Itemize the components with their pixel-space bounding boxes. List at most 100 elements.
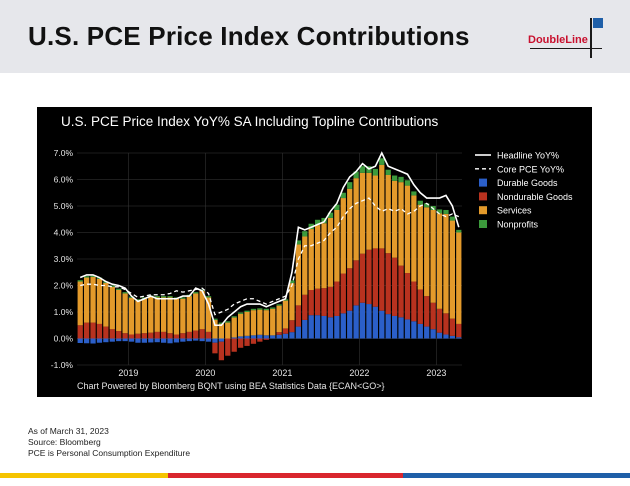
bar-services <box>154 297 160 332</box>
bar-nonprofits <box>353 171 359 179</box>
bar-durable-goods <box>359 302 366 339</box>
bar-services <box>218 323 224 339</box>
line-headline-yoy <box>79 151 460 327</box>
bar-nonprofits <box>257 308 263 310</box>
bar-durable-goods <box>263 335 269 339</box>
bar-nonprofits <box>289 280 295 284</box>
doubleline-logo: DoubleLine <box>528 18 604 60</box>
bar-durable-goods <box>334 315 340 339</box>
bar-nondurable-goods <box>77 325 83 339</box>
bar-services <box>116 290 122 332</box>
bar-nondurable-goods <box>436 308 443 333</box>
bar-services <box>173 298 180 335</box>
y-tick-label: 3.0% <box>54 254 74 264</box>
bar-nondurable-goods <box>96 323 103 339</box>
bar-durable-goods <box>231 337 237 339</box>
bar-durable-goods <box>186 338 192 342</box>
bar-nondurable-goods <box>116 331 122 339</box>
brand-stripe <box>0 473 630 478</box>
stripe-yellow <box>0 473 168 478</box>
bar-durable-goods <box>135 338 141 343</box>
bar-nondurable-goods <box>148 332 154 339</box>
stripe-red <box>168 473 403 478</box>
bar-nonprofits <box>417 200 423 205</box>
bar-durable-goods <box>289 332 295 339</box>
bar-services <box>109 286 115 330</box>
bar-nondurable-goods <box>417 289 423 324</box>
x-tick-label: 2022 <box>349 368 369 378</box>
bar-durable-goods <box>96 338 103 343</box>
bar-services <box>90 277 96 323</box>
bar-durable-goods <box>308 315 314 339</box>
bar-nondurable-goods <box>154 331 160 339</box>
bar-nondurable-goods <box>359 253 366 303</box>
bar-nonprofits <box>122 292 128 294</box>
bar-services <box>282 300 289 329</box>
bar-services <box>237 313 244 337</box>
bar-nondurable-goods <box>205 331 212 339</box>
legend-label-services: Services <box>497 206 532 216</box>
footnote-source: Source: Bloomberg <box>28 437 101 447</box>
bar-durable-goods <box>424 326 430 339</box>
y-tick-label: 0.0% <box>54 334 74 344</box>
bar-nondurable-goods <box>302 294 308 320</box>
bar-nondurable-goods <box>289 320 295 333</box>
legend-label-nondurable-goods: Nondurable Goods <box>497 192 573 202</box>
bar-durable-goods <box>103 338 109 343</box>
bar-durable-goods <box>116 338 122 342</box>
bar-services <box>186 296 192 332</box>
page-title: U.S. PCE Price Index Contributions <box>28 21 470 51</box>
bar-durable-goods <box>83 338 90 344</box>
bar-nondurable-goods <box>456 323 462 338</box>
bar-nondurable-goods <box>398 265 404 318</box>
bar-nonprofits <box>359 166 366 173</box>
bar-services <box>456 232 462 324</box>
bar-nonprofits <box>404 180 411 186</box>
bar-services <box>135 300 141 334</box>
bar-durable-goods <box>340 313 346 339</box>
y-tick-label: 7.0% <box>54 148 74 158</box>
legend-label-headline-yoy-: Headline YoY% <box>497 151 559 161</box>
y-tick-label: 1.0% <box>54 307 74 317</box>
bar-services <box>424 207 430 297</box>
bar-durable-goods <box>173 338 180 343</box>
bar-nondurable-goods <box>160 331 167 339</box>
bar-durable-goods <box>160 338 167 343</box>
bar-nondurable-goods <box>263 338 269 340</box>
bar-nonprofits <box>160 296 167 298</box>
bar-nonprofits <box>385 169 391 175</box>
bar-nondurable-goods <box>83 322 90 339</box>
bar-services <box>96 278 103 324</box>
bar-nondurable-goods <box>180 333 186 339</box>
bar-services <box>103 282 109 327</box>
bar-nondurable-goods <box>295 305 301 327</box>
bar-services <box>83 277 90 323</box>
bar-durable-goods <box>148 338 154 343</box>
logo-horizontal-line <box>530 48 602 49</box>
footnote-definition: PCE is Personal Consumption Expenditure <box>28 448 191 458</box>
bar-services <box>353 178 359 261</box>
bar-services <box>225 322 231 339</box>
bar-nondurable-goods <box>385 253 391 315</box>
bar-nonprofits <box>109 285 115 287</box>
x-tick-label: 2021 <box>272 368 292 378</box>
bar-nondurable-goods <box>366 249 372 305</box>
bar-nonprofits <box>282 299 289 301</box>
bar-durable-goods <box>417 323 423 339</box>
bar-nonprofits <box>244 310 250 312</box>
bar-services <box>314 225 321 289</box>
bar-nonprofits <box>436 209 443 214</box>
chart-title: U.S. PCE Price Index YoY% SA Including T… <box>61 114 438 129</box>
bar-services <box>295 244 301 306</box>
bar-durable-goods <box>385 314 391 339</box>
bar-nondurable-goods <box>212 342 218 354</box>
bar-services <box>180 298 186 334</box>
bar-durable-goods <box>404 319 411 339</box>
chart-svg: U.S. PCE Price Index YoY% SA Including T… <box>51 114 573 391</box>
logo-text: DoubleLine <box>528 34 588 46</box>
bar-durable-goods <box>180 338 186 342</box>
bar-services <box>289 283 295 321</box>
bar-nondurable-goods <box>193 330 199 339</box>
bar-nonprofits <box>135 299 141 301</box>
bar-services <box>398 182 404 266</box>
